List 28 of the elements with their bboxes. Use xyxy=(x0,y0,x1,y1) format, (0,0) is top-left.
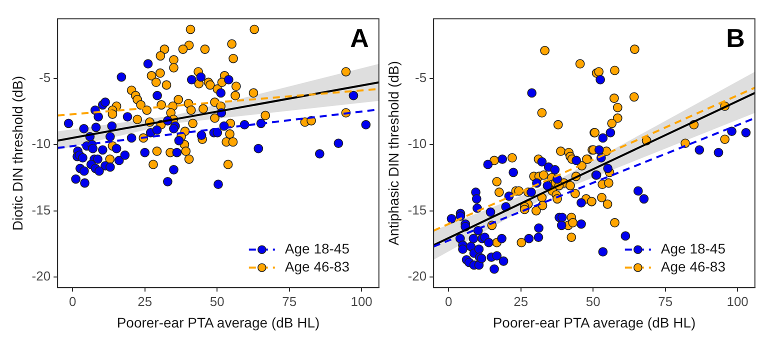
x-tick-label: 50 xyxy=(210,294,224,309)
x-tick-label: 0 xyxy=(444,294,452,309)
legend-label: Age 18-45 xyxy=(284,240,350,256)
annotation: A xyxy=(350,22,370,53)
x-axis-title: Poorer-ear PTA average (dB HL) xyxy=(116,314,320,330)
x-tick-label: 100 xyxy=(726,294,748,309)
annotation: B xyxy=(726,22,745,53)
y-tick-label: -5 xyxy=(39,70,51,85)
y-axis-title: Antiphasic DIN threshold (dB) xyxy=(385,60,402,246)
y-tick-label: -10 xyxy=(32,136,51,152)
x-tick-label: 75 xyxy=(282,294,297,309)
x-axis-title: Poorer-ear PTA average (dB HL) xyxy=(492,314,696,330)
y-axis-title: Diotic DIN threshold (dB) xyxy=(9,76,26,231)
y-tick-label: -5 xyxy=(415,70,427,85)
legend-label: Age 46-83 xyxy=(660,258,726,274)
x-tick-label: 25 xyxy=(138,294,152,309)
x-tick-label: 50 xyxy=(586,294,600,309)
y-tick-label: -15 xyxy=(32,202,51,218)
legend-label: Age 18-45 xyxy=(660,240,726,256)
y-tick-label: -10 xyxy=(408,136,427,152)
legend-label: Age 46-83 xyxy=(284,258,350,274)
y-tick-label: -20 xyxy=(32,268,51,284)
x-tick-label: 75 xyxy=(658,294,673,309)
x-tick-label: 0 xyxy=(68,294,76,309)
y-tick-label: -20 xyxy=(408,268,427,284)
y-tick-label: -15 xyxy=(408,202,427,218)
x-tick-label: 100 xyxy=(350,294,372,309)
x-tick-label: 25 xyxy=(514,294,528,309)
